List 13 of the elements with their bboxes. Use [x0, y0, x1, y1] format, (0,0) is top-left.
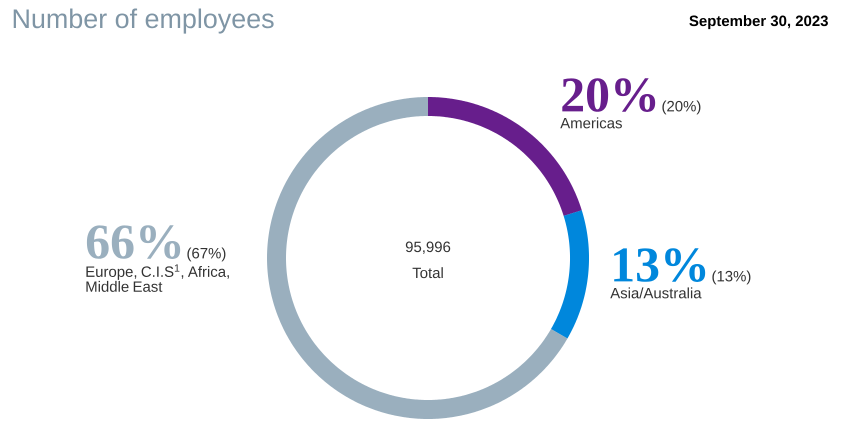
slice-label: Asia/Australia: [610, 287, 702, 298]
slice-label: Americas: [560, 117, 622, 128]
chart-title: Number of employees: [14, 8, 274, 34]
text: (67%): [187, 247, 226, 262]
text: 95,996: [406, 242, 450, 254]
category-label: Europe, C.I.S$^{1}$, Africa, Middle East: [86, 264, 229, 292]
data-label: 20%: [562, 78, 656, 112]
text: Total: [412, 267, 443, 278]
data-label: 66%: [86, 225, 180, 259]
text: (13%): [712, 270, 750, 284]
text: September 30, 2023: [689, 15, 828, 30]
text: (20%): [662, 100, 700, 114]
data-label: 13%: [614, 248, 706, 282]
